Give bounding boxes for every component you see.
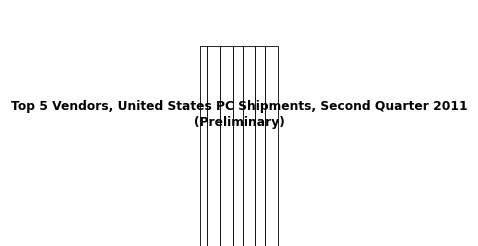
Bar [255,46,265,246]
Bar [242,46,255,246]
Bar [207,46,220,246]
Bar [200,46,207,246]
Bar [265,46,278,246]
Bar [220,46,233,246]
Text: Top 5 Vendors, United States PC Shipments, Second Quarter 2011
(Preliminary): Top 5 Vendors, United States PC Shipment… [11,100,467,129]
Bar [233,46,242,246]
